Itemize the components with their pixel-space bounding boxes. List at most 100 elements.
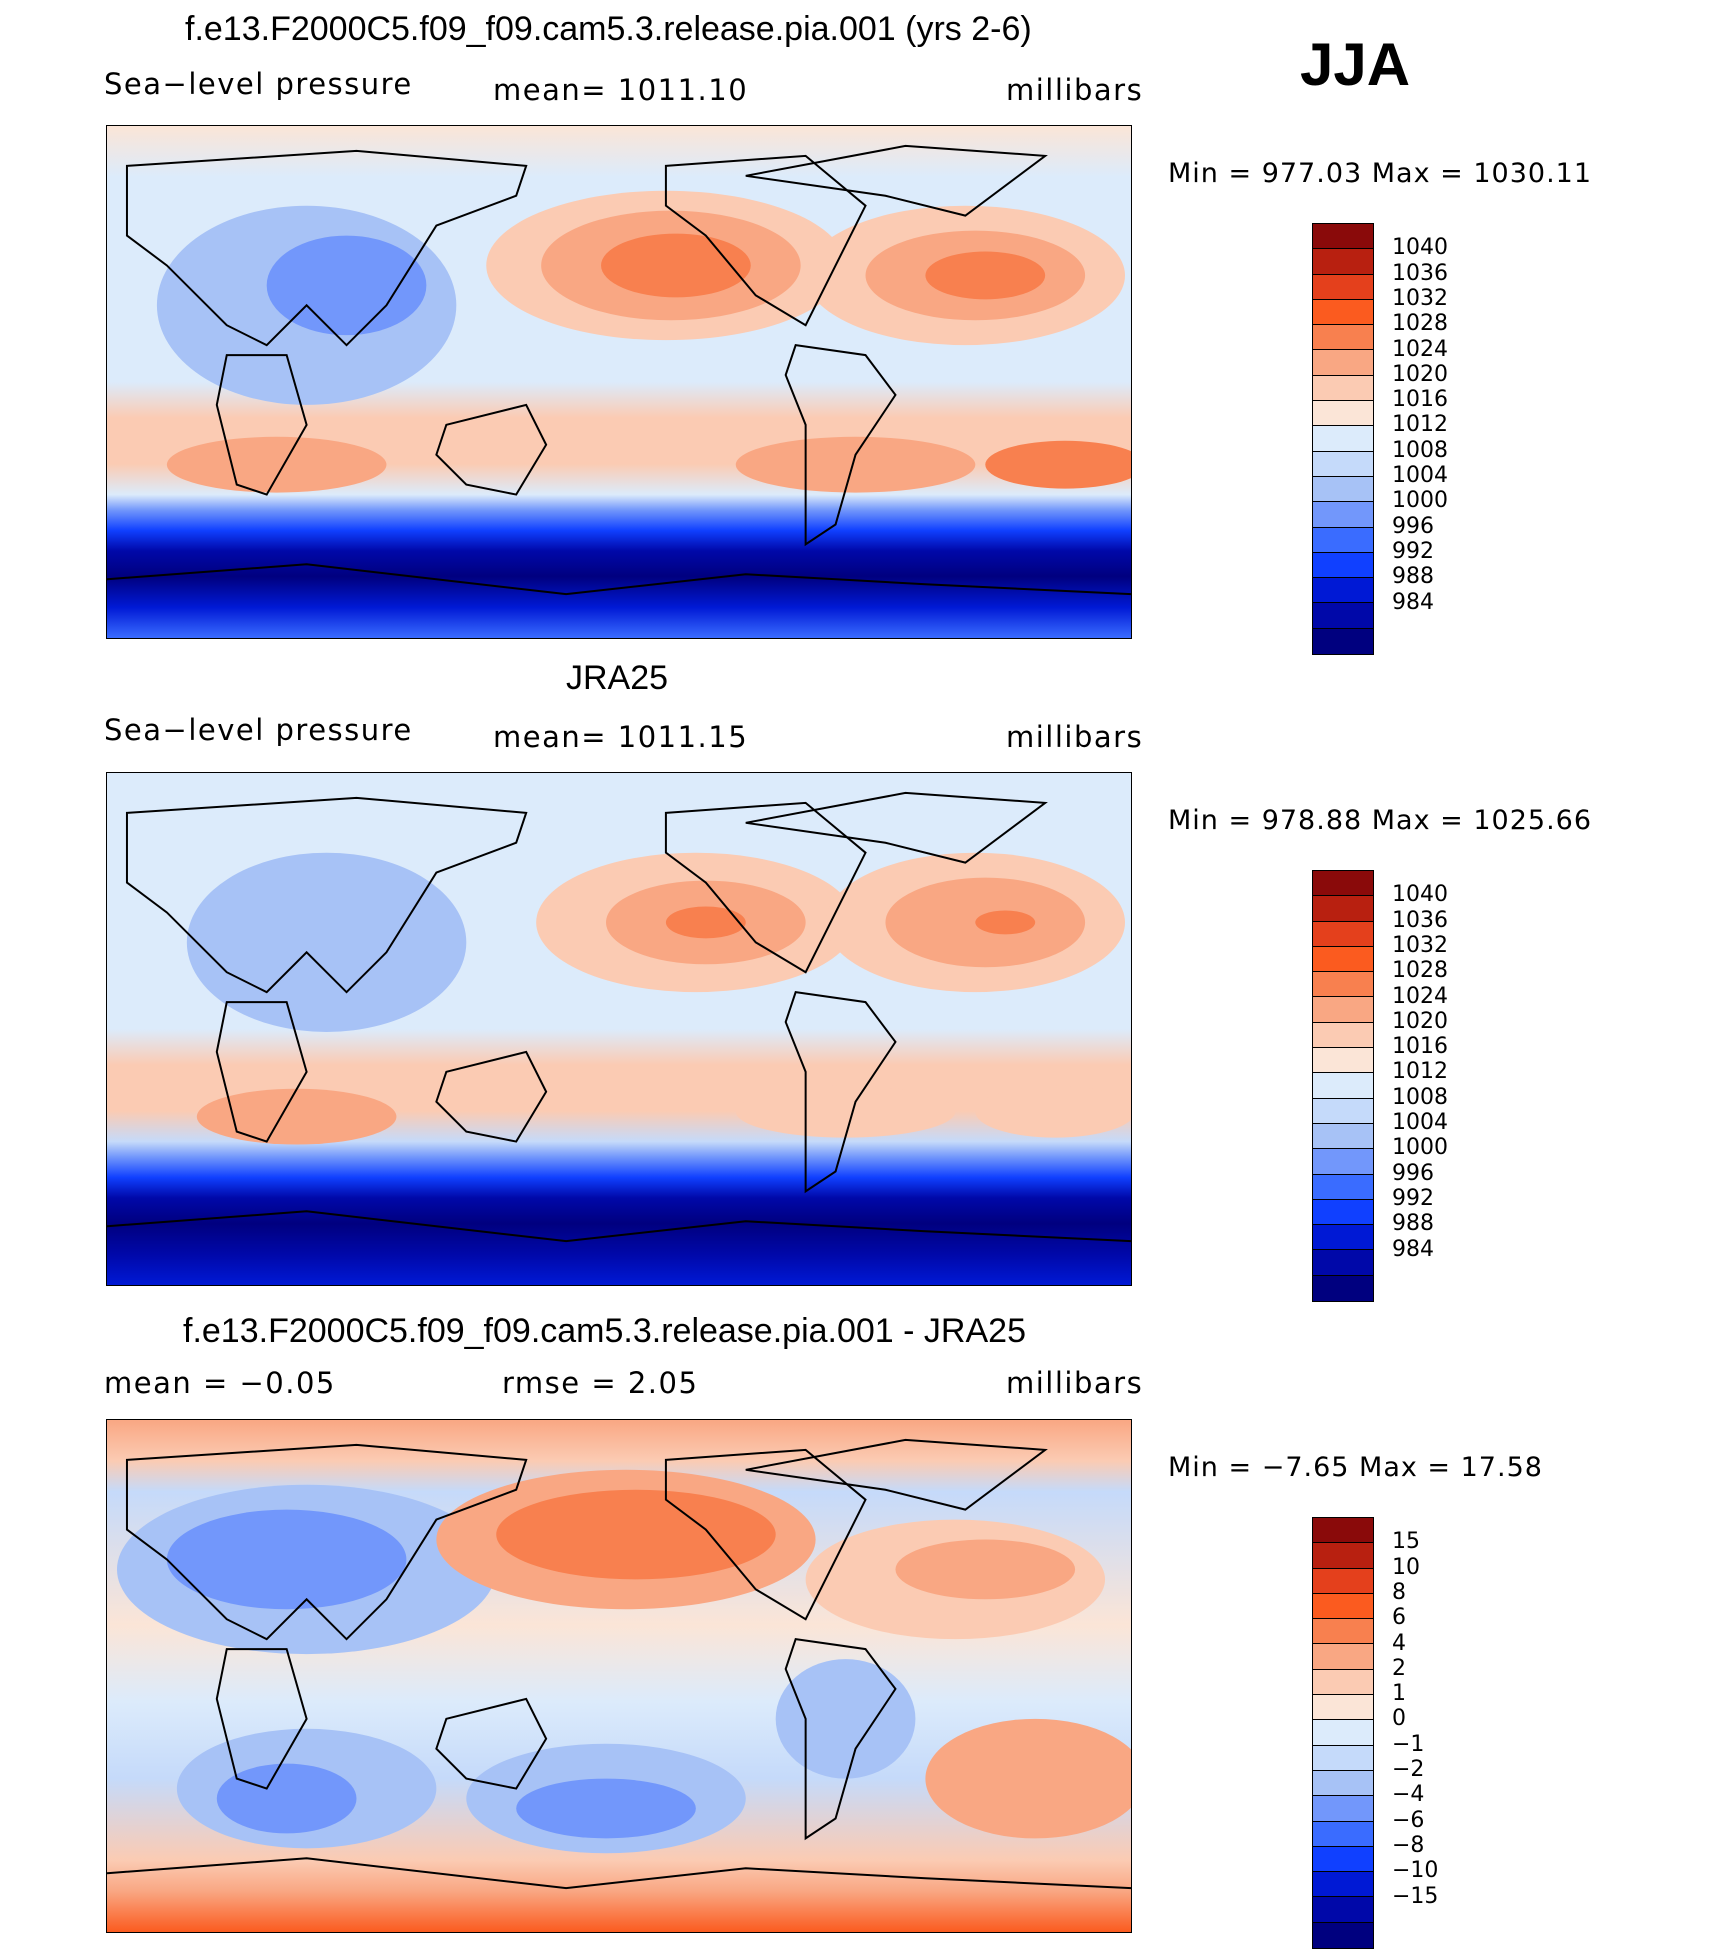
colorbar-level-label: 1004 — [1392, 463, 1448, 488]
colorbar-level-label: 6 — [1392, 1605, 1406, 1631]
colorbar-cell — [1313, 1022, 1373, 1049]
colorbar-cell — [1313, 1098, 1373, 1124]
colorbar-cell — [1313, 946, 1373, 973]
colorbar-level-label: 1 — [1392, 1681, 1406, 1707]
panel1-title: f.e13.F2000C5.f09_f09.cam5.3.release.pia… — [185, 10, 1032, 48]
colorbar-cell — [1313, 1846, 1373, 1873]
panel3-title: f.e13.F2000C5.f09_f09.cam5.3.release.pia… — [183, 1312, 1026, 1350]
season-label: JJA — [1300, 31, 1411, 98]
panel2-minmax: Min = 978.88 Max = 1025.66 — [1168, 805, 1593, 836]
colorbar-cell — [1313, 1669, 1373, 1696]
panel3-map — [106, 1419, 1132, 1933]
colorbar-level-label: 1008 — [1392, 1084, 1448, 1110]
panel3-field — [107, 1420, 1131, 1932]
colorbar-level-label: 1004 — [1392, 1110, 1448, 1135]
colorbar-cell — [1313, 1644, 1373, 1670]
panel1-mean: mean= 1011.10 — [493, 73, 749, 107]
colorbar-cell — [1313, 1568, 1373, 1594]
colorbar-cell — [1313, 224, 1373, 250]
colorbar-level-label: 996 — [1392, 513, 1434, 539]
colorbar-level-label: 1036 — [1392, 260, 1448, 286]
colorbar-cell — [1313, 1225, 1373, 1251]
colorbar-cell — [1313, 274, 1373, 300]
colorbar-cell — [1313, 1123, 1373, 1150]
colorbar-level-label: 1032 — [1392, 285, 1448, 311]
colorbar-level-label: 1028 — [1392, 958, 1448, 984]
colorbar-level-label: 988 — [1392, 564, 1434, 590]
colorbar-level-label: 1008 — [1392, 437, 1448, 463]
colorbar-cell — [1313, 1275, 1373, 1302]
colorbar-level-label: 992 — [1392, 538, 1434, 564]
panel3-units: millibars — [1006, 1366, 1144, 1400]
panel2-units: millibars — [1006, 720, 1144, 754]
colorbar-cell — [1313, 426, 1373, 452]
colorbar-cell — [1313, 249, 1373, 275]
colorbar-cell — [1313, 1048, 1373, 1074]
colorbar-cell — [1313, 1720, 1373, 1746]
colorbar-level-label: −6 — [1392, 1807, 1425, 1833]
colorbar-level-label: 1040 — [1392, 235, 1448, 261]
colorbar-level-label: 984 — [1392, 589, 1434, 615]
colorbar-level-label: 1024 — [1392, 983, 1448, 1009]
colorbar-cell — [1313, 896, 1373, 922]
colorbar-level-label: 1040 — [1392, 882, 1448, 908]
colorbar-cell — [1313, 451, 1373, 477]
colorbar-cell — [1313, 350, 1373, 376]
colorbar-level-label: 1020 — [1392, 361, 1448, 387]
colorbar-cell — [1313, 299, 1373, 326]
colorbar-cell — [1313, 476, 1373, 503]
colorbar-level-label: 1000 — [1392, 488, 1448, 514]
colorbar-level-label: 1016 — [1392, 387, 1448, 413]
colorbar-cell — [1313, 1897, 1373, 1923]
colorbar-cell — [1313, 578, 1373, 604]
colorbar-cell — [1313, 1149, 1373, 1175]
colorbar-level-label: 8 — [1392, 1579, 1406, 1605]
colorbar-cell — [1313, 1745, 1373, 1771]
colorbar-cell — [1313, 1872, 1373, 1898]
colorbar-cell — [1313, 972, 1373, 998]
colorbar-cell — [1313, 1174, 1373, 1200]
panel3-mean: mean = −0.05 — [104, 1366, 336, 1400]
colorbar-level-label: 984 — [1392, 1236, 1434, 1262]
panel1-colorbar — [1312, 223, 1374, 656]
colorbar-level-label: 1016 — [1392, 1034, 1448, 1060]
colorbar-cell — [1313, 1250, 1373, 1276]
colorbar-cell — [1313, 1796, 1373, 1822]
panel3-minmax: Min = −7.65 Max = 17.58 — [1168, 1452, 1543, 1483]
colorbar-level-label: −10 — [1392, 1858, 1439, 1884]
panel3-rmse: rmse = 2.05 — [502, 1366, 699, 1400]
colorbar-cell — [1313, 1619, 1373, 1645]
colorbar-cell — [1313, 1543, 1373, 1569]
colorbar-cell — [1313, 628, 1373, 655]
colorbar-level-label: 0 — [1392, 1706, 1406, 1732]
colorbar-level-label: 1032 — [1392, 932, 1448, 958]
colorbar-level-label: 1012 — [1392, 1059, 1448, 1085]
colorbar-level-label: 992 — [1392, 1185, 1434, 1211]
colorbar-cell — [1313, 502, 1373, 528]
colorbar-level-label: 1012 — [1392, 412, 1448, 438]
colorbar-cell — [1313, 1518, 1373, 1544]
panel2-field — [107, 773, 1131, 1285]
colorbar-cell — [1313, 603, 1373, 629]
colorbar-cell — [1313, 527, 1373, 553]
colorbar-cell — [1313, 401, 1373, 427]
colorbar-level-label: 996 — [1392, 1160, 1434, 1186]
panel1-units: millibars — [1006, 73, 1144, 107]
colorbar-cell — [1313, 1073, 1373, 1099]
colorbar-level-label: 1020 — [1392, 1008, 1448, 1034]
panel3-colorbar — [1312, 1517, 1374, 1949]
colorbar-cell — [1313, 1695, 1373, 1721]
colorbar-level-label: −1 — [1392, 1731, 1425, 1757]
colorbar-level-label: 10 — [1392, 1554, 1420, 1580]
panel2-colorbar — [1312, 870, 1374, 1303]
colorbar-level-label: 1000 — [1392, 1135, 1448, 1161]
colorbar-level-label: 15 — [1392, 1529, 1420, 1555]
colorbar-cell — [1313, 375, 1373, 402]
colorbar-cell — [1313, 552, 1373, 579]
colorbar-cell — [1313, 871, 1373, 897]
colorbar-cell — [1313, 1821, 1373, 1847]
colorbar-cell — [1313, 921, 1373, 947]
panel2-variable: Sea−level pressure — [104, 713, 413, 747]
colorbar-cell — [1313, 1922, 1373, 1949]
colorbar-level-label: −4 — [1392, 1782, 1425, 1808]
